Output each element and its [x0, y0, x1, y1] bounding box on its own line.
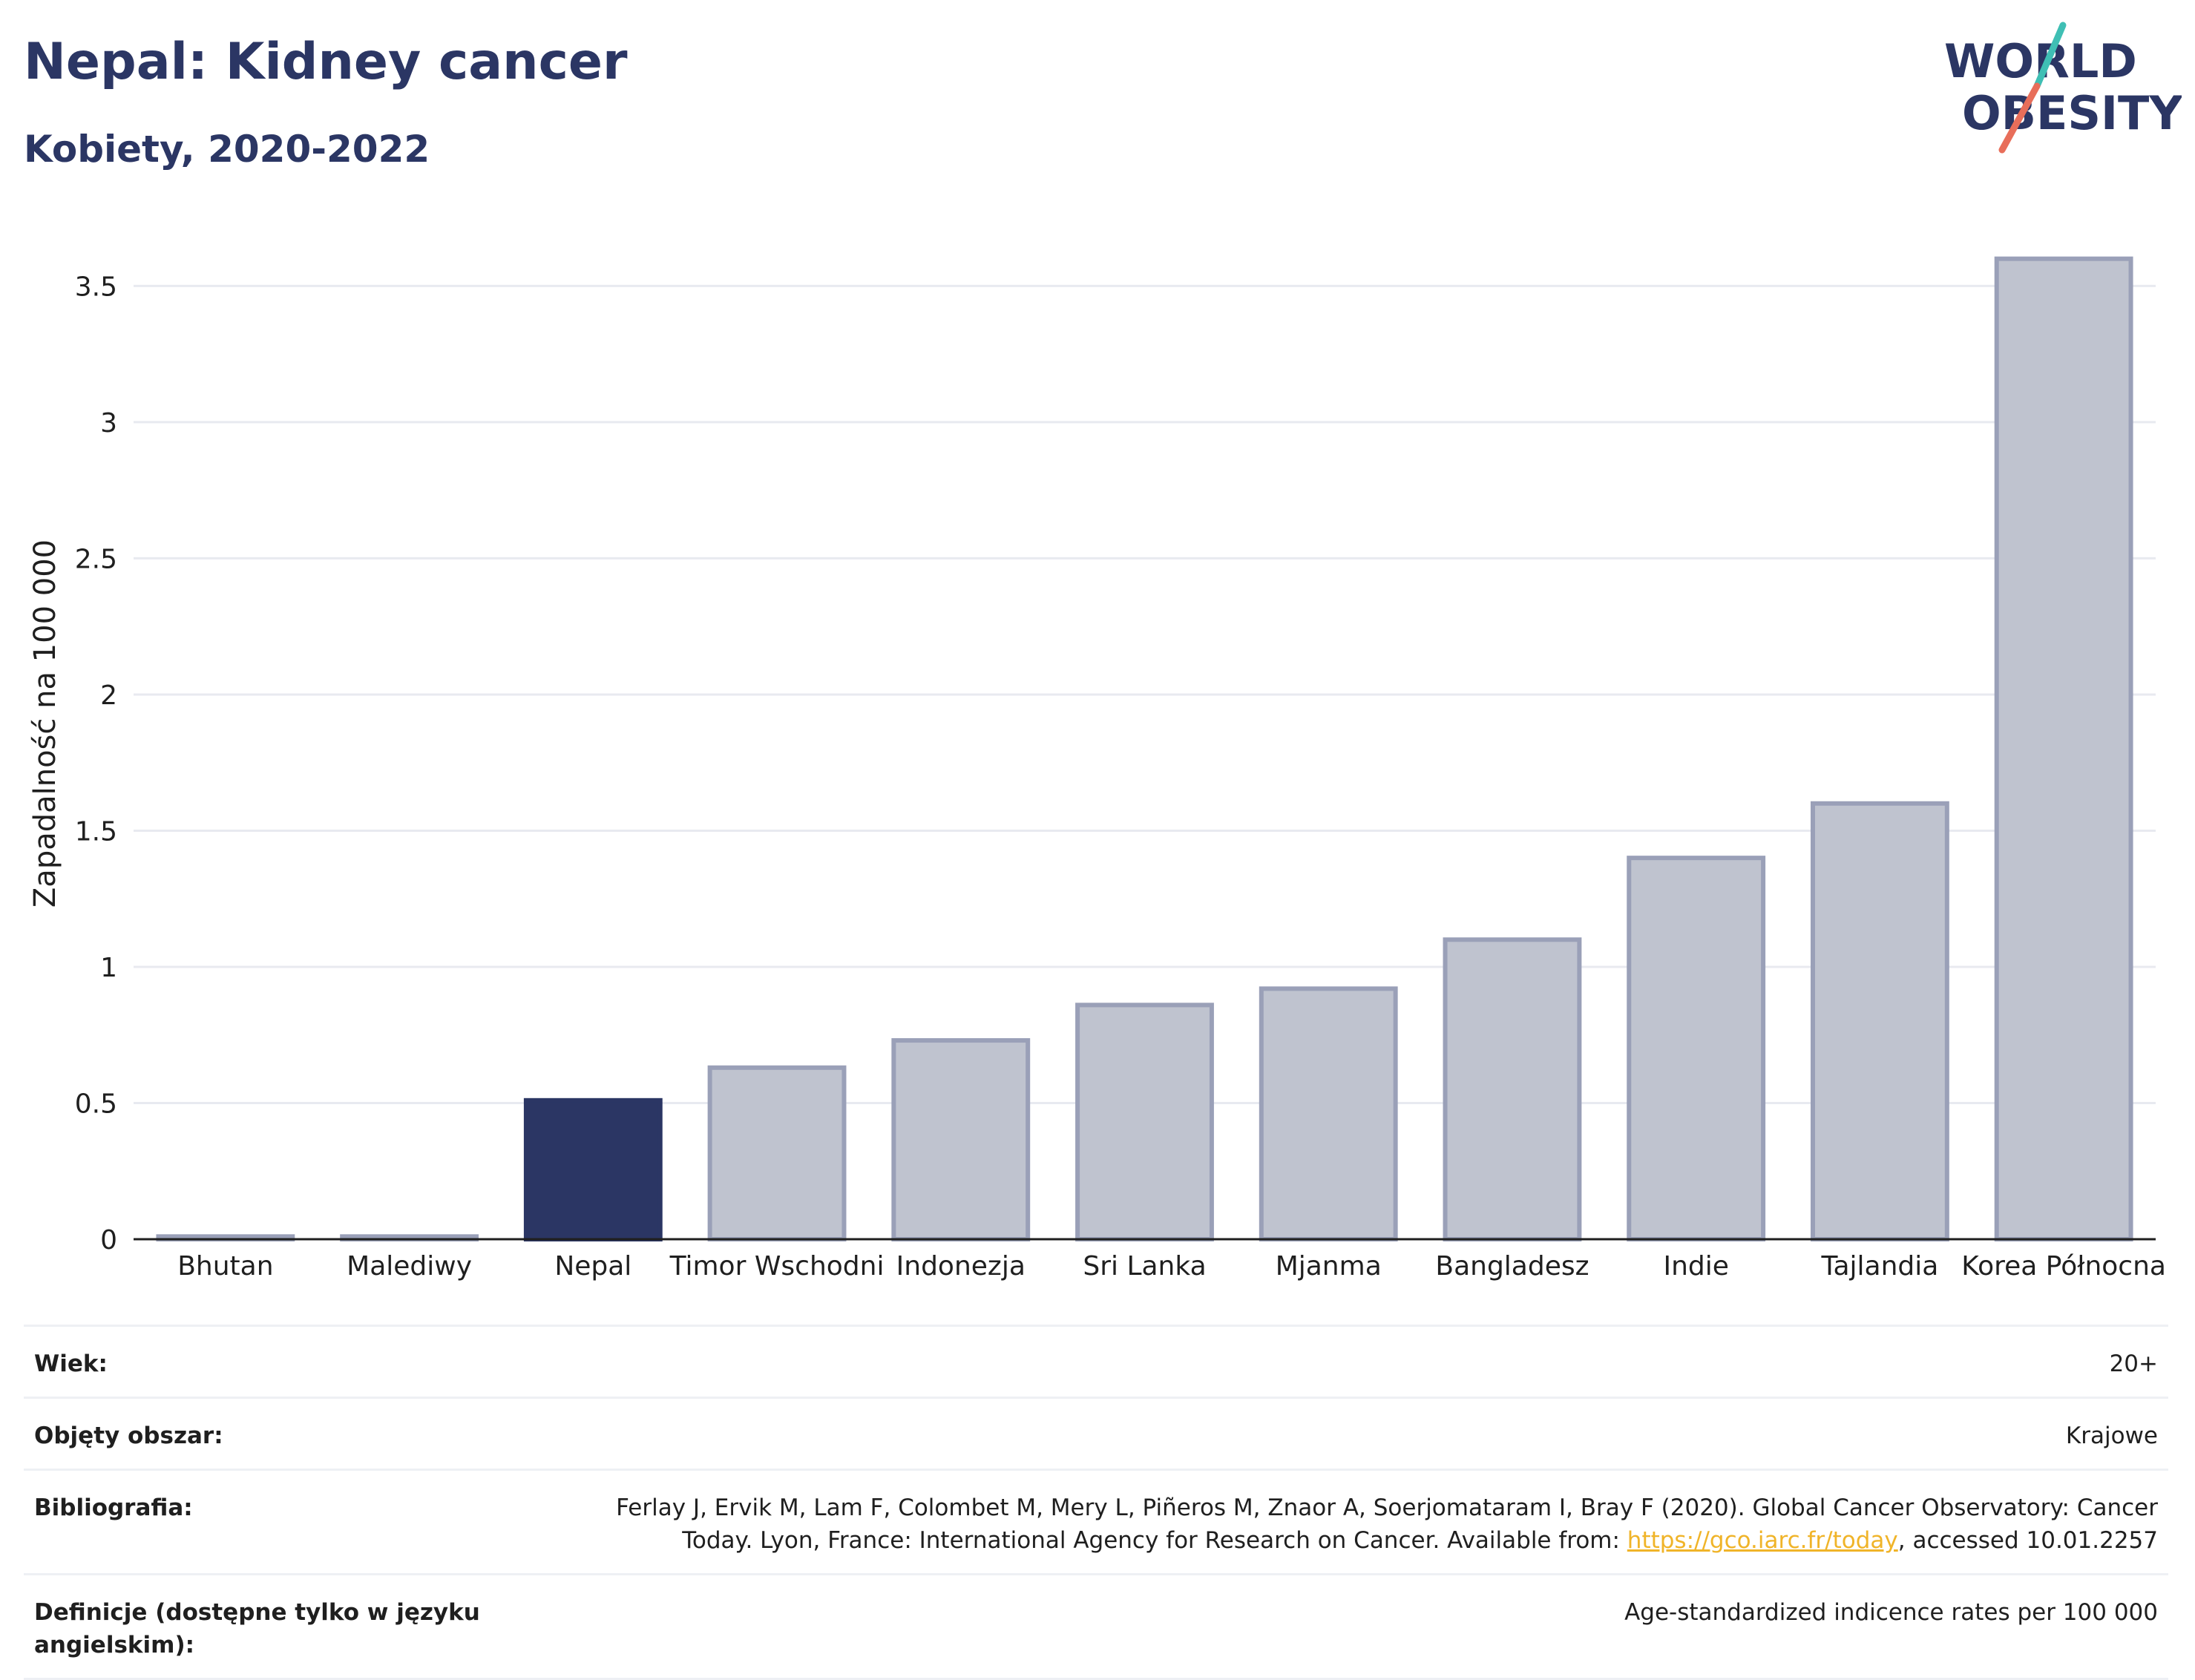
meta-age-label: Wiek: [34, 1351, 108, 1377]
logo-slash-coral [1998, 82, 2041, 154]
x-tick-label: Indie [1663, 1251, 1728, 1282]
meta-bibliography-value: Ferlay J, Ervik M, Lam F, Colombet M, Me… [562, 1492, 2158, 1557]
bar-mjanma [1259, 986, 1398, 1241]
x-tick-label: Tajlandia [1820, 1251, 1938, 1282]
bibliography-accessed: , accessed 10.01.2257 [1897, 1527, 2158, 1554]
bar-timor-wschodni [707, 1065, 847, 1241]
y-axis-title: Zapadalność na 100 000 [28, 539, 62, 908]
meta-area-value: Krajowe [2065, 1423, 2158, 1449]
bar-korea-p-nocna [1994, 256, 2133, 1241]
y-tick-label: 3.5 [75, 272, 117, 302]
meta-row-bibliography: Bibliografia: Ferlay J, Ervik M, Lam F, … [24, 1469, 2168, 1573]
x-tick-label: Timor Wschodni [669, 1251, 885, 1282]
meta-row-age: Wiek: 20+ [24, 1325, 2168, 1397]
meta-definitions-label: Definicje (dostępne tylko w języku angie… [34, 1599, 480, 1658]
y-tick-label: 2.5 [75, 544, 117, 574]
meta-row-area: Objęty obszar: Krajowe [24, 1397, 2168, 1469]
meta-definitions-value: Age-standardized indicence rates per 100… [1624, 1599, 2158, 1626]
x-tick-label: Sri Lanka [1083, 1251, 1206, 1282]
meta-age-value: 20+ [2109, 1351, 2158, 1377]
y-tick-labels: 0 0.5 1 1.5 2 2.5 3 3.5 [75, 272, 117, 1256]
bar-indie [1627, 856, 1766, 1241]
x-tick-label: Indonezja [896, 1251, 1026, 1282]
x-tick-label: Bangladesz [1435, 1251, 1589, 1282]
bar-bangladesz [1443, 937, 1582, 1241]
y-tick-label: 0.5 [75, 1089, 117, 1119]
bibliography-text: Ferlay J, Ervik M, Lam F, Colombet M, Me… [616, 1494, 2158, 1554]
logo-slash-teal [2033, 22, 2067, 90]
y-tick-label: 1 [100, 953, 117, 983]
y-tick-label: 1.5 [75, 816, 117, 847]
y-tick-label: 3 [100, 408, 117, 439]
x-tick-labels: Bhutan Malediwy Nepal Timor Wschodni Indonez… [177, 1251, 2166, 1282]
x-tick-label: Mjanma [1276, 1251, 1382, 1282]
chart-title: Nepal: Kidney cancer [24, 33, 628, 91]
bar-indonezja [891, 1038, 1031, 1242]
y-tick-label: 0 [100, 1225, 117, 1256]
chart-subtitle: Kobiety, 2020-2022 [24, 128, 430, 171]
bibliography-link[interactable]: https://gco.iarc.fr/today [1627, 1527, 1898, 1554]
x-tick-label: Malediwy [347, 1251, 472, 1282]
bar-layer [156, 256, 2133, 1242]
bar-sri-lanka [1075, 1003, 1214, 1242]
meta-bibliography-label: Bibliografia: [34, 1494, 193, 1521]
y-tick-label: 2 [100, 680, 117, 711]
logo-line-2: OBESITY [1962, 86, 2182, 140]
x-tick-label: Nepal [554, 1251, 631, 1282]
meta-row-definitions: Definicje (dostępne tylko w języku angie… [24, 1573, 2168, 1680]
metadata-table: Wiek: 20+ Objęty obszar: Krajowe Bibliog… [24, 1325, 2168, 1680]
meta-area-label: Objęty obszar: [34, 1423, 223, 1449]
bar-chart: 0 0.5 1 1.5 2 2.5 3 3.5 Bhutan Malediwy Nepal Timo… [28, 256, 2166, 1282]
x-tick-label: Korea Północna [1961, 1251, 2166, 1282]
bar-nepal [523, 1097, 663, 1241]
x-tick-label: Bhutan [177, 1251, 273, 1282]
bar-tajlandia [1810, 801, 1949, 1241]
world-obesity-logo: WORLD OBESITY [1944, 22, 2182, 154]
